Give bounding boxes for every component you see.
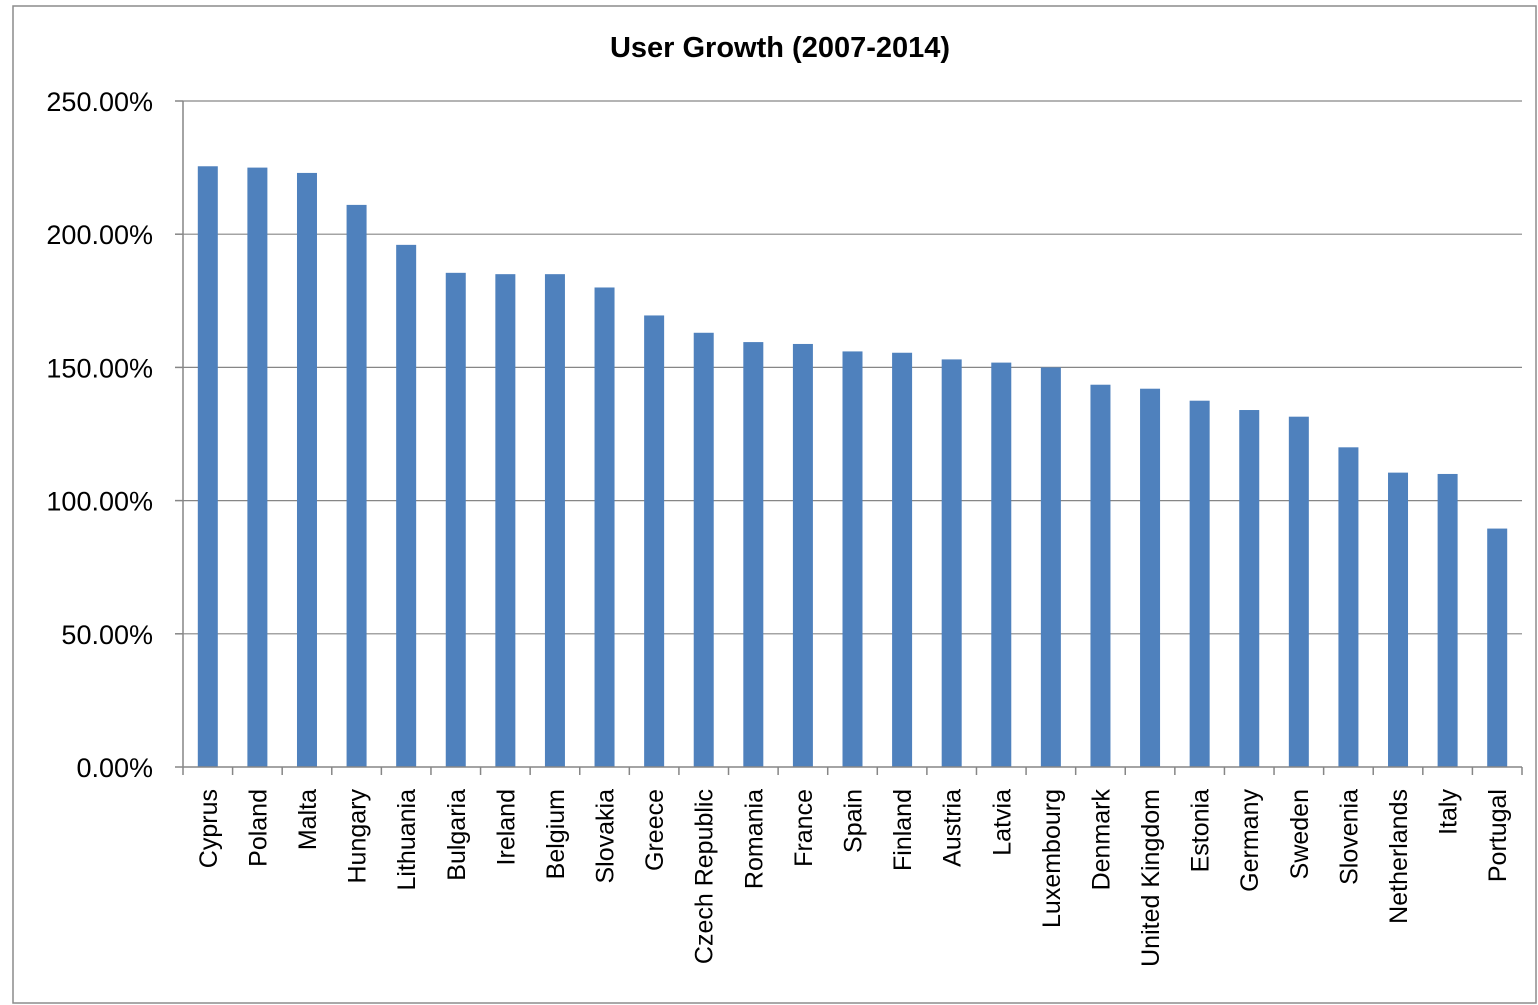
bar [396,244,417,767]
x-tick-label: Estonia [1187,789,1215,872]
x-tick-label: Bulgaria [443,789,471,881]
bar [1388,472,1409,767]
x-tick-label: Poland [244,789,272,867]
bar [693,332,714,767]
x-axis-tick-labels: Cyprus Poland Malta Hungary Lithuania Bulgari… [195,789,1512,967]
x-tick-label: Sweden [1286,789,1314,879]
bar [1090,384,1111,767]
bar [644,315,665,767]
y-tick-label: 100.00% [46,487,153,517]
y-tick-label: 50.00% [61,620,153,650]
y-tick-label: 200.00% [46,220,153,250]
bar [197,166,218,767]
bar [247,167,268,768]
x-tick-label: Czech Republic [691,789,719,964]
y-tick-label: 0.00% [76,753,153,783]
x-tick-label: Ireland [492,789,520,865]
bar [792,343,813,767]
x-tick-label: Netherlands [1385,789,1413,924]
chart-title: User Growth (2007-2014) [610,32,950,64]
y-tick-label: 250.00% [46,87,153,117]
x-tick-label: Denmark [1087,789,1115,891]
bar [1338,447,1359,767]
bar [1239,410,1260,767]
x-tick-label: Slovakia [592,789,620,884]
bar [941,359,962,767]
bar [296,172,317,768]
x-tick-label: Cyprus [195,789,223,868]
bar [1437,473,1458,767]
x-tick-label: Greece [641,789,669,871]
bar [991,362,1012,767]
x-tick-label: Spain [840,789,868,853]
bar [1189,400,1210,767]
x-tick-label: Finland [889,789,917,871]
bar [1487,528,1508,767]
y-tick-label: 150.00% [46,353,153,383]
x-tick-label: United Kingdom [1137,789,1165,967]
bar [594,287,615,767]
bars [197,166,1508,768]
bar [842,351,863,767]
x-tick-label: Lithuania [393,789,421,891]
x-tick-label: Belgium [542,789,570,879]
x-tick-label: Slovenia [1335,789,1363,885]
bar [1140,388,1161,767]
x-tick-label: Germany [1236,789,1264,892]
x-tick-label: France [790,789,818,867]
x-tick-label: Latvia [988,789,1016,856]
x-tick-label: Hungary [344,789,372,884]
x-tick-label: Italy [1435,789,1463,835]
bar [495,274,516,767]
axes [175,100,1523,775]
x-tick-label: Portugal [1484,789,1512,882]
bar [544,274,565,767]
y-axis-tick-labels: 0.00% 50.00% 100.00% 150.00% 200.00% 250.00% [46,87,153,783]
x-tick-label: Romania [740,789,768,889]
bar [743,342,764,767]
bar [892,352,913,767]
x-tick-label: Malta [294,789,322,850]
bar [1288,416,1309,767]
bar [346,204,367,767]
bar [1040,367,1061,767]
x-tick-label: Luxembourg [1038,789,1066,928]
x-tick-label: Austria [939,789,967,867]
bar [445,272,466,767]
